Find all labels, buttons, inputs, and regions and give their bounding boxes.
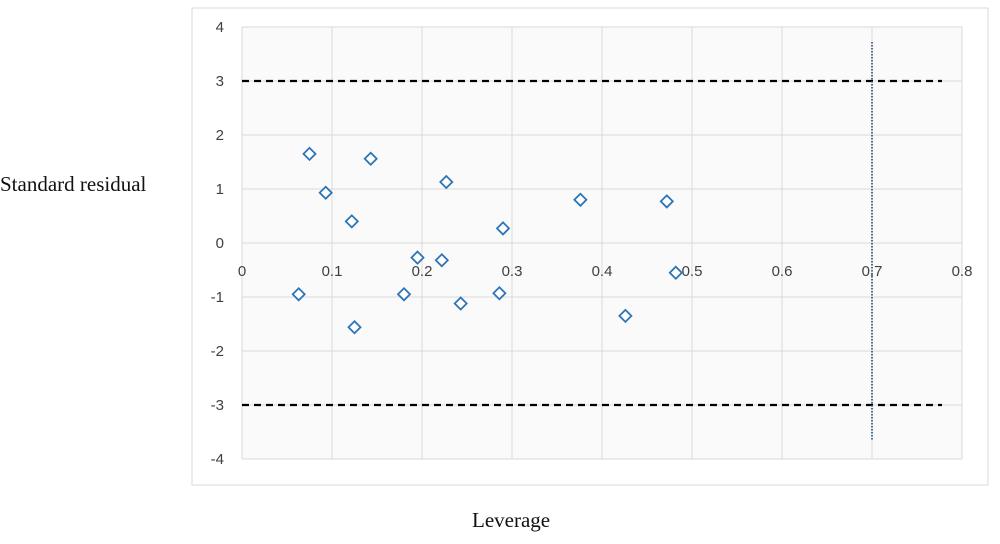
data-point [495, 221, 511, 236]
x-axis-label: Leverage [472, 508, 551, 532]
data-point [396, 287, 412, 302]
data-point [291, 287, 306, 302]
data-point [302, 146, 317, 162]
y-tick-label: -2 [211, 343, 224, 360]
data-point [363, 151, 378, 167]
y-tick-label: 3 [216, 73, 224, 90]
x-tick-label: 0.5 [682, 263, 703, 280]
data-point [618, 308, 633, 324]
data-point [492, 285, 507, 301]
reference-lines [242, 42, 942, 440]
y-tick-label: -1 [211, 289, 224, 306]
y-tick-label: -3 [211, 397, 224, 414]
data-point [659, 194, 675, 209]
x-tick-label: 0.7 [862, 263, 883, 280]
data-point [453, 296, 468, 311]
tick-labels: 0 0.1 0.2 0.3 0.4 0.5 0.6 0.7 0.8 4 3 2 1 0 -1 -2 -3 -4 [211, 19, 973, 468]
y-tick-label: 0 [216, 235, 224, 252]
y-axis-label: Standard residual [0, 172, 147, 196]
x-tick-label: 0.1 [322, 263, 343, 280]
x-tick-label: 0.3 [502, 263, 523, 280]
x-tick-label: 0.6 [772, 263, 793, 280]
data-point [434, 253, 450, 268]
x-tick-label: 0.4 [592, 263, 613, 280]
data-points [291, 146, 684, 335]
data-point [668, 265, 684, 280]
data-point [439, 174, 454, 190]
x-tick-label: 0.8 [952, 263, 973, 280]
y-tick-label: 2 [216, 127, 224, 144]
data-point [573, 192, 588, 208]
y-tick-label: -4 [211, 451, 224, 468]
data-point [347, 319, 362, 335]
x-tick-label: 0 [238, 263, 246, 280]
data-point [410, 250, 425, 265]
data-point [318, 185, 333, 201]
y-tick-label: 4 [216, 19, 224, 36]
x-tick-label: 0.2 [412, 263, 433, 280]
y-tick-label: 1 [216, 181, 224, 198]
data-point [344, 214, 360, 229]
